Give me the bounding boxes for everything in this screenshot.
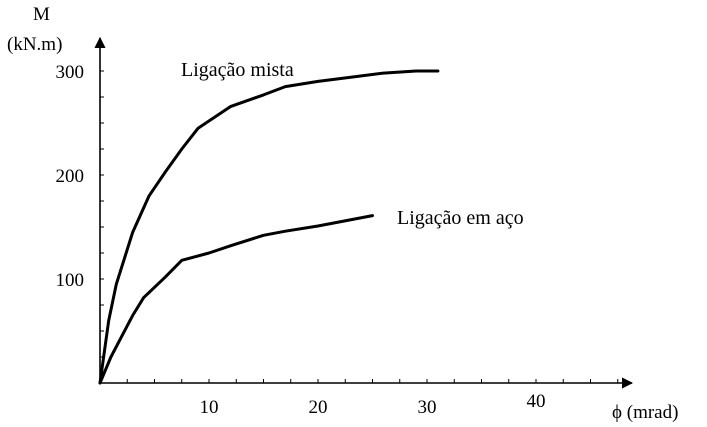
series-label-ligacao-mista: Ligação mista: [181, 59, 294, 81]
tick-labels: 100 200 300 10 20 30 40: [56, 62, 546, 418]
axes: [94, 36, 634, 389]
y-axis-label-unit: (kN.m): [7, 34, 62, 55]
x-tick-label: 40: [527, 391, 546, 412]
x-axis-label: ϕ (mrad): [612, 402, 678, 423]
y-tick-label: 200: [56, 166, 85, 187]
series-line-ligacao-em-aco: [98, 214, 374, 385]
series-group: [98, 69, 440, 385]
y-axis-label-symbol: M: [33, 4, 50, 25]
ticks: [100, 70, 619, 383]
x-tick-label: 20: [309, 397, 328, 418]
y-tick-label: 300: [56, 62, 85, 83]
series-label-ligacao-em-aco: Ligação em aço: [397, 207, 524, 229]
y-tick-label: 100: [56, 270, 85, 291]
series-line-ligacao-mista: [98, 69, 440, 385]
x-tick-label: 10: [200, 397, 219, 418]
x-tick-label: 30: [418, 397, 437, 418]
